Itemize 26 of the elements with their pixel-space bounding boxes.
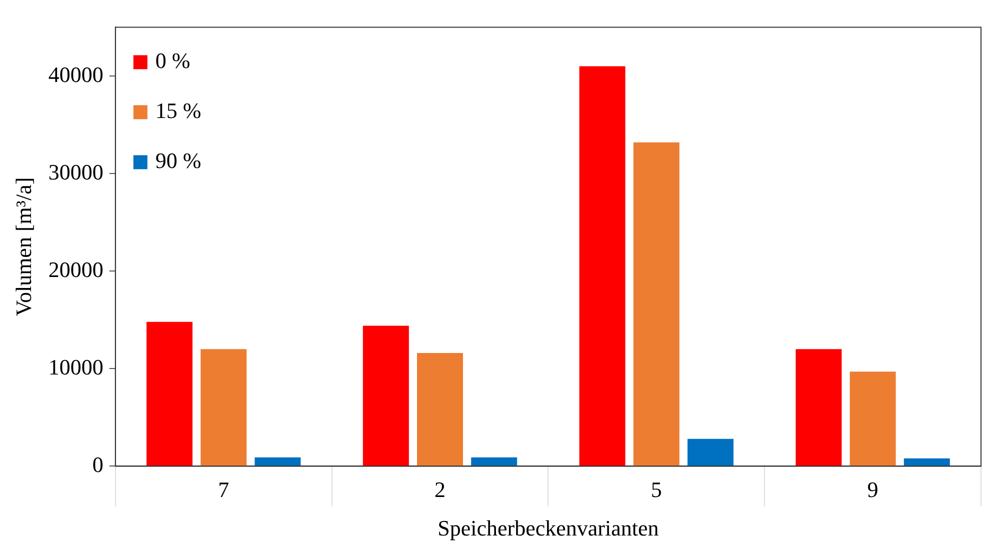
y-tick-label: 20000 [48,256,104,282]
x-axis-title: Speicherbeckenvarianten [438,516,659,541]
bar [254,457,301,466]
legend-label: 15 % [155,98,202,123]
legend-label: 90 % [155,148,202,173]
bar [579,66,626,466]
x-tick-label: 5 [650,477,662,502]
x-tick-label: 2 [434,477,446,502]
bar [904,458,950,466]
y-tick-label: 10000 [48,354,104,380]
legend-label: 0 % [155,48,190,73]
y-axis-title: Volumen [m³/a] [10,177,36,316]
bar [146,322,192,466]
x-tick-label: 7 [218,477,230,502]
bar [471,457,518,466]
y-tick-label: 0 [92,452,104,477]
bar [417,353,463,466]
bar [633,142,680,466]
bar [850,372,896,466]
x-tick-label: 9 [867,477,878,502]
bar [200,349,247,466]
bar [688,438,734,466]
y-tick-label: 30000 [48,159,104,184]
bar [796,349,842,466]
y-tick-label: 40000 [48,62,104,87]
bar [362,326,409,466]
